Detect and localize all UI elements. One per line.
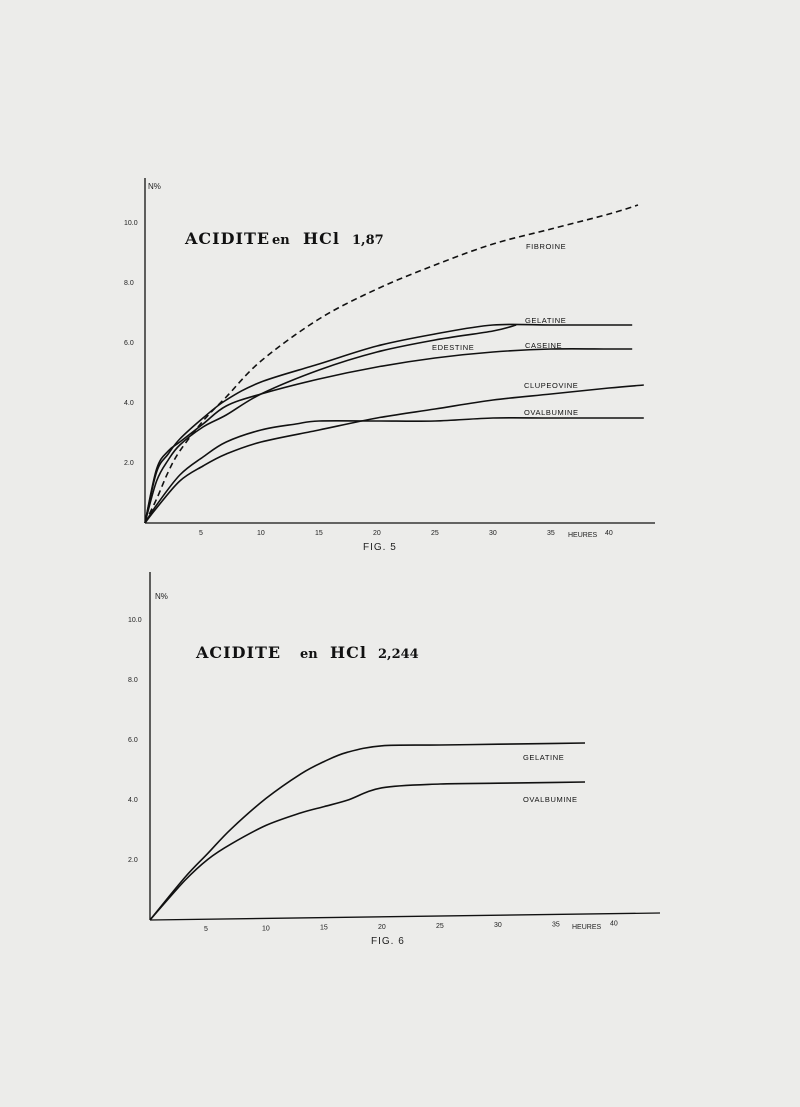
figure-label: FIG. 5 — [363, 542, 397, 553]
title-word-acidite: ACIDITE — [195, 643, 281, 662]
series-line-gelatine — [144, 323, 633, 524]
y-tick-20: 2.0 — [128, 857, 138, 864]
series-line-gelatine — [149, 742, 586, 921]
series-line-edestine — [144, 324, 517, 524]
series-label-gelatine: GELATINE — [523, 753, 564, 762]
series-label-ovalbumine: OVALBUMINE — [524, 408, 579, 417]
y-tick-80: 8.0 — [128, 677, 138, 684]
x-axis — [149, 912, 661, 921]
x-axis-label: HEURES — [568, 532, 598, 539]
title-word-en: en — [272, 233, 290, 248]
x-tick-30: 30 — [494, 922, 502, 929]
y-tick-40: 4.0 — [124, 400, 134, 407]
series-label-edestine: EDESTINE — [432, 343, 474, 352]
title-value: 1,87 — [352, 233, 384, 248]
y-axis-label: N% — [155, 592, 168, 601]
x-axis-label: HEURES — [572, 924, 602, 931]
y-tick-20: 2.0 — [124, 460, 134, 467]
x-tick-labels: 5 10 15 20 25 30 35 40 — [199, 530, 613, 537]
series-line-ovalbumine — [149, 781, 586, 921]
title-word-en: en — [300, 647, 318, 662]
series-label-clupeovine: CLUPEOVINE — [524, 381, 578, 390]
y-tick-80: 8.0 — [124, 280, 134, 287]
y-tick-60: 6.0 — [124, 340, 134, 347]
x-tick-20: 20 — [373, 530, 381, 537]
series-line-clupeovine — [144, 384, 644, 524]
x-tick-40: 40 — [610, 921, 618, 928]
chart-fig-6: N% 2.0 4.0 6.0 8.0 10.0 5 10 15 20 25 30 35 40 HEUR… — [128, 572, 661, 947]
x-tick-5: 5 — [204, 926, 208, 933]
x-tick-labels: 5 10 15 20 25 30 35 40 — [204, 921, 618, 934]
series-curves — [144, 204, 644, 524]
x-tick-10: 10 — [257, 530, 265, 537]
x-tick-35: 35 — [552, 921, 560, 928]
series-line-fibroine — [144, 204, 639, 524]
x-tick-40: 40 — [605, 530, 613, 537]
series-line-ovalbumine — [144, 416, 644, 524]
x-tick-10: 10 — [262, 925, 270, 932]
y-axis-label: N% — [148, 182, 161, 191]
series-label-gelatine: GELATINE — [525, 316, 566, 325]
y-tick-labels: 2.0 4.0 6.0 8.0 10.0 — [128, 617, 142, 864]
title-word-acidite: ACIDITE — [184, 229, 270, 248]
y-tick-40: 4.0 — [128, 797, 138, 804]
y-tick-60: 6.0 — [128, 737, 138, 744]
series-label-caseine: CASEINE — [525, 341, 562, 350]
series-line-caseine — [144, 347, 633, 524]
x-tick-15: 15 — [315, 530, 323, 537]
x-tick-5: 5 — [199, 530, 203, 537]
figure-label: FIG. 6 — [371, 936, 405, 947]
series-label-fibroine: FIBROINE — [526, 242, 566, 251]
chart-title: ACIDITE en HCl 2,244 — [195, 643, 419, 662]
chart-fig-5: N% 2.0 4.0 6.0 8.0 10.0 5 10 15 20 25 30 35 40 HEUR… — [124, 178, 655, 553]
title-value: 2,244 — [378, 647, 419, 662]
x-tick-25: 25 — [431, 530, 439, 537]
y-tick-labels: 2.0 4.0 6.0 8.0 10.0 — [124, 220, 138, 467]
x-tick-35: 35 — [547, 530, 555, 537]
series-curves — [149, 742, 586, 921]
x-tick-15: 15 — [320, 925, 328, 932]
y-tick-100: 10.0 — [124, 220, 138, 227]
y-tick-100: 10.0 — [128, 617, 142, 624]
x-tick-20: 20 — [378, 924, 386, 931]
title-word-hcl: HCl — [303, 229, 340, 248]
chart-title: ACIDITE en HCl 1,87 — [184, 229, 384, 248]
series-label-ovalbumine: OVALBUMINE — [523, 795, 578, 804]
x-tick-25: 25 — [436, 923, 444, 930]
x-tick-30: 30 — [489, 530, 497, 537]
title-word-hcl: HCl — [330, 643, 367, 662]
